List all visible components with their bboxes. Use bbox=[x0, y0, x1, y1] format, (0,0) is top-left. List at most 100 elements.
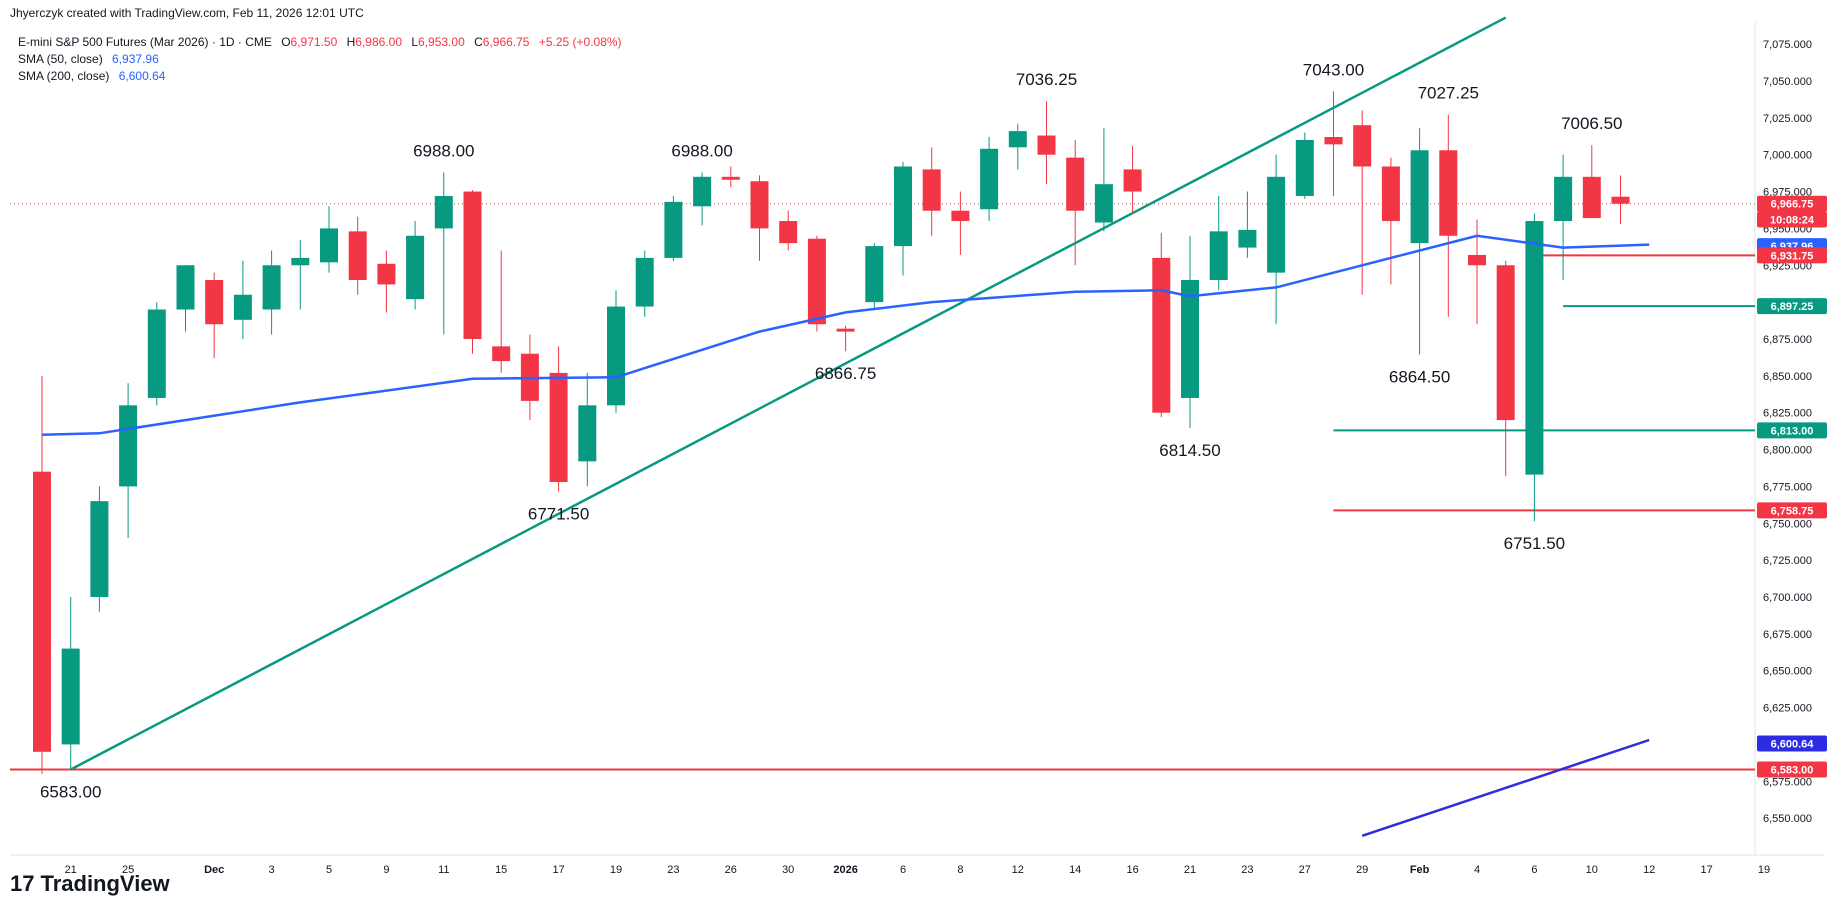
y-tick-label: 6,625.000 bbox=[1763, 703, 1812, 715]
x-tick-label: 3 bbox=[269, 864, 275, 876]
candle bbox=[33, 375, 51, 774]
candle-body bbox=[119, 405, 138, 487]
candle bbox=[1582, 145, 1601, 219]
candle bbox=[894, 162, 912, 276]
candle bbox=[721, 166, 740, 188]
price-annotation: 6771.50 bbox=[528, 505, 589, 524]
sma50-legend[interactable]: SMA (50, close) 6,937.96 bbox=[18, 52, 159, 66]
candle bbox=[951, 191, 970, 255]
candle-body bbox=[578, 405, 597, 462]
plot-area bbox=[10, 22, 1755, 855]
high-label: H bbox=[346, 35, 356, 49]
y-tick-label: 6,675.000 bbox=[1763, 629, 1812, 641]
price-annotation: 6988.00 bbox=[413, 141, 474, 160]
candle bbox=[807, 235, 826, 332]
axis-price-label-text: 6,600.64 bbox=[1771, 738, 1815, 750]
candle bbox=[205, 272, 224, 359]
candle bbox=[61, 596, 80, 770]
axis-price-label-bg bbox=[1757, 735, 1827, 752]
candle-body bbox=[348, 231, 367, 281]
axis-price-label: 10:08:24 bbox=[1757, 211, 1827, 228]
candle bbox=[348, 216, 367, 295]
symbol-name[interactable]: E-mini S&P 500 Futures (Mar 2026) · 1D ·… bbox=[18, 35, 272, 49]
candle-body bbox=[176, 265, 195, 310]
y-tick-label: 7,000.000 bbox=[1763, 150, 1812, 162]
candle-body bbox=[1410, 150, 1429, 244]
candle-body bbox=[922, 169, 941, 211]
sma200-value: 6,600.64 bbox=[118, 69, 166, 83]
x-tick-label: 23 bbox=[667, 864, 679, 876]
x-tick-label: 9 bbox=[383, 864, 389, 876]
y-tick-label: 6,850.000 bbox=[1763, 371, 1812, 383]
candle bbox=[320, 206, 338, 273]
axis-price-label-text: 6,583.00 bbox=[1771, 764, 1814, 776]
candle bbox=[980, 136, 999, 222]
y-tick-label: 6,825.000 bbox=[1763, 408, 1812, 420]
x-tick-label: 19 bbox=[1758, 864, 1770, 876]
candle bbox=[434, 172, 453, 335]
price-annotation: 6866.75 bbox=[815, 364, 876, 383]
sma200-label: SMA (200, close) bbox=[18, 69, 110, 83]
price-annotation: 7027.25 bbox=[1418, 84, 1479, 103]
y-tick-label: 6,975.000 bbox=[1763, 187, 1812, 199]
y-tick-label: 6,575.000 bbox=[1763, 776, 1812, 788]
candle-body bbox=[721, 176, 740, 180]
axis-price-label-bg bbox=[1757, 298, 1827, 315]
candle bbox=[779, 210, 798, 251]
candle bbox=[1267, 154, 1286, 325]
sma50-value: 6,937.96 bbox=[112, 52, 159, 66]
y-tick-label: 6,725.000 bbox=[1763, 555, 1812, 567]
sma200-legend[interactable]: SMA (200, close) 6,600.64 bbox=[18, 69, 165, 83]
close-label: C bbox=[474, 35, 483, 49]
axis-price-label-bg bbox=[1757, 247, 1827, 264]
axis-price-label-text: 10:08:24 bbox=[1770, 215, 1815, 227]
x-tick-label: 12 bbox=[1012, 864, 1024, 876]
candle-body bbox=[406, 235, 425, 300]
x-tick-label: 17 bbox=[552, 864, 564, 876]
candle-body bbox=[1353, 125, 1372, 167]
candle bbox=[463, 190, 482, 354]
candle-body bbox=[635, 257, 654, 307]
x-tick-label: 6 bbox=[900, 864, 906, 876]
candle-body bbox=[836, 328, 855, 332]
candle-body bbox=[549, 372, 568, 482]
candle bbox=[1066, 139, 1085, 266]
axis-price-label: 6,966.75 bbox=[1757, 195, 1827, 212]
x-tick-label: 21 bbox=[1184, 864, 1196, 876]
candle bbox=[1008, 123, 1027, 170]
candle-body bbox=[1324, 136, 1343, 145]
candle bbox=[262, 250, 281, 335]
x-tick-label: 27 bbox=[1299, 864, 1311, 876]
x-tick-label: 16 bbox=[1126, 864, 1138, 876]
axis-price-label-text: 6,966.75 bbox=[1771, 199, 1814, 211]
candle bbox=[492, 250, 511, 373]
candle-body bbox=[147, 309, 166, 398]
candle-body bbox=[1066, 157, 1085, 211]
candle-body bbox=[262, 265, 281, 310]
candle bbox=[836, 325, 855, 352]
tradingview-logo[interactable]: 17 TradingView bbox=[10, 871, 170, 897]
candle bbox=[1439, 114, 1458, 317]
candle-body bbox=[61, 648, 80, 745]
candle bbox=[865, 243, 884, 310]
candle-body bbox=[693, 176, 712, 207]
candle-body bbox=[779, 221, 798, 244]
candle bbox=[1611, 175, 1630, 224]
y-tick-label: 6,550.000 bbox=[1763, 813, 1812, 825]
candle bbox=[578, 372, 597, 487]
candle-body bbox=[377, 263, 396, 285]
sma50-line bbox=[41, 234, 1650, 437]
candle-body bbox=[1094, 184, 1113, 223]
y-tick-label: 6,750.000 bbox=[1763, 518, 1812, 530]
candle bbox=[119, 383, 138, 539]
price-annotation: 6751.50 bbox=[1504, 534, 1565, 553]
symbol-legend[interactable]: E-mini S&P 500 Futures (Mar 2026) · 1D ·… bbox=[18, 35, 622, 49]
candle-body bbox=[1209, 231, 1228, 281]
price-annotation: 7043.00 bbox=[1303, 60, 1364, 79]
candle bbox=[635, 250, 654, 317]
axis-price-label: 6,897.25 bbox=[1757, 298, 1827, 315]
open-label: O bbox=[281, 35, 291, 49]
high-value: 6,986.00 bbox=[355, 35, 402, 49]
y-tick-label: 7,075.000 bbox=[1763, 39, 1812, 51]
